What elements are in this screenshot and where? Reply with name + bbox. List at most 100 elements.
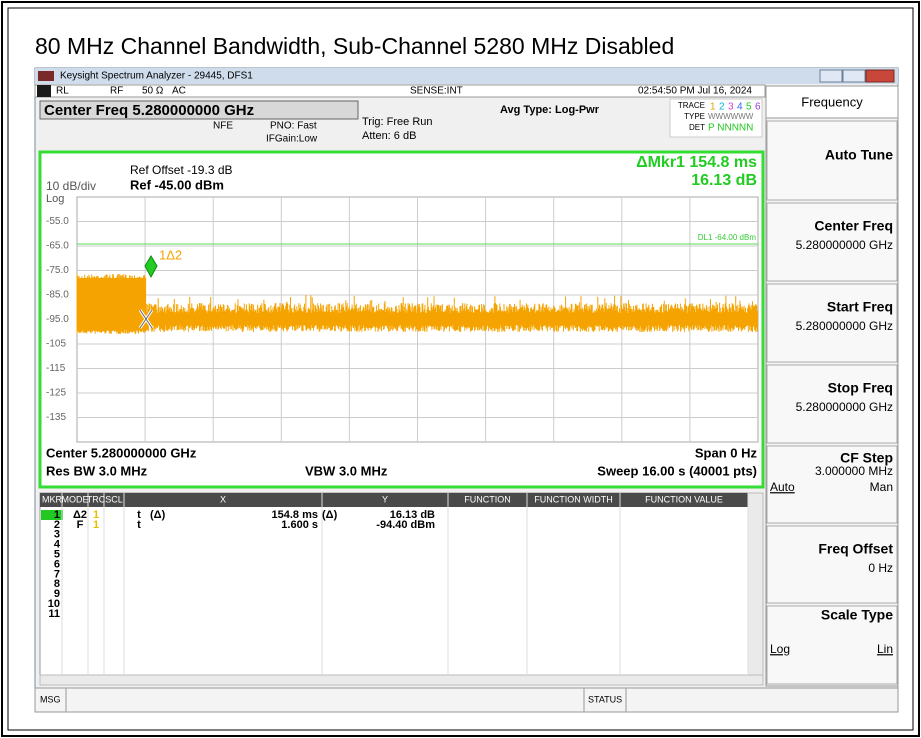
maximize-button[interactable]	[842, 69, 866, 83]
status-item: RL	[56, 86, 69, 97]
table-header-cell: Y	[382, 494, 388, 504]
softkey-value: 5.280000000 GHz	[796, 238, 893, 252]
title-bar	[35, 68, 898, 84]
delta-marker: ΔMkr1 154.8 ms	[636, 154, 757, 171]
row-mkr: 9	[54, 588, 60, 600]
ref-offset: Ref Offset -19.3 dB	[130, 163, 233, 177]
trace-number: 4	[737, 102, 743, 113]
center-freq: Center Freq 5.280000000 GHz	[44, 102, 254, 119]
softkey[interactable]	[766, 120, 898, 201]
trace-block	[77, 278, 146, 328]
minimize-button[interactable]	[819, 69, 843, 83]
sweep: Sweep 16.00 s (40001 pts)	[597, 463, 757, 478]
softkey-label: Scale Type	[821, 607, 893, 623]
type-label: TYPE	[684, 112, 705, 121]
row-mode: Δ2	[73, 509, 87, 521]
status-item: 50 Ω	[142, 86, 164, 97]
softkey-value: 0 Hz	[868, 561, 893, 575]
softkey[interactable]	[766, 364, 898, 444]
row-mkr: 2	[54, 519, 60, 531]
softkey-label: Center Freq	[814, 218, 893, 234]
table-header-cell: FUNCTION	[464, 494, 511, 504]
y-tick-label: -75.0	[46, 265, 69, 276]
softkey-label: Auto Tune	[825, 147, 893, 163]
y-tick-label: -105	[46, 339, 66, 350]
det-value: P NNNNN	[708, 123, 753, 134]
softkey[interactable]	[766, 283, 898, 363]
row-scl: t	[137, 509, 141, 521]
row-x: 154.8 ms	[272, 509, 318, 521]
softkey-option: Man	[870, 480, 893, 494]
horizontal-scrollbar[interactable]	[39, 674, 764, 686]
scale: 10 dB/div	[46, 179, 96, 193]
softkey-label: Start Freq	[827, 299, 893, 315]
ifgain: IFGain:Low	[266, 134, 318, 145]
softkey[interactable]	[766, 525, 898, 604]
row-mkr: 10	[48, 598, 60, 610]
y-tick-label: -135	[46, 412, 66, 423]
row-mkr: 8	[54, 578, 60, 590]
menu-header	[765, 85, 899, 119]
center: Center 5.280000000 GHz	[46, 445, 197, 460]
table-scrollbar[interactable]	[747, 492, 764, 676]
row-highlight	[41, 510, 63, 520]
trace-number: 5	[746, 102, 752, 113]
lxi-icon	[37, 85, 51, 97]
softkey[interactable]	[766, 445, 898, 524]
nfe: NFE	[213, 121, 233, 132]
softkey-value: 5.280000000 GHz	[796, 400, 893, 414]
status-item: RF	[110, 86, 123, 97]
row-trc: 1	[93, 519, 99, 531]
avg-type: Avg Type: Log-Pwr	[500, 104, 600, 116]
status-item: 02:54:50 PM Jul 16, 2024	[638, 86, 752, 97]
trace-number: 1	[710, 102, 716, 113]
marker-table	[39, 492, 764, 676]
softkey-label: Freq Offset	[818, 541, 893, 557]
row-y: -94.40 dBm	[376, 519, 435, 531]
msg-label: MSG	[40, 694, 61, 704]
ref-level: Ref -45.00 dBm	[130, 177, 224, 192]
status-label: STATUS	[588, 694, 622, 704]
row-y-func: (Δ)	[322, 509, 338, 521]
row-mkr: 3	[54, 529, 60, 541]
pno: PNO: Fast	[270, 121, 317, 132]
marker-label: 1Δ2	[159, 247, 182, 262]
softkey-value: 3.000000 MHz	[815, 464, 893, 478]
span: Span 0 Hz	[695, 445, 758, 460]
softkey-option: Lin	[877, 642, 893, 656]
row-x-func: (Δ)	[150, 509, 166, 521]
res-bw: Res BW 3.0 MHz	[46, 463, 148, 478]
status-item: SENSE:INT	[410, 86, 463, 97]
app-icon	[38, 71, 54, 81]
trace-box	[669, 98, 763, 138]
row-mkr: 5	[54, 549, 60, 561]
y-tick-label: -125	[46, 388, 66, 399]
table-header-cell: MKR	[42, 494, 63, 504]
row-x: 1.600 s	[281, 519, 318, 531]
softkey-label: Stop Freq	[828, 380, 893, 396]
display-line-label: DL1 -64.00 dBm	[698, 233, 757, 242]
menu-title: Frequency	[801, 94, 863, 109]
marker-2	[139, 309, 153, 329]
vbw: VBW 3.0 MHz	[305, 463, 388, 478]
softkey-label: CF Step	[840, 450, 893, 466]
softkey[interactable]	[766, 605, 898, 685]
close-button[interactable]	[865, 69, 895, 83]
table-header-cell: FUNCTION VALUE	[645, 494, 723, 504]
row-y: 16.13 dB	[390, 509, 435, 521]
page-title: 80 MHz Channel Bandwidth, Sub-Channel 52…	[35, 33, 674, 59]
table-header-cell: FUNCTION WIDTH	[534, 494, 613, 504]
y-tick-label: -55.0	[46, 216, 69, 227]
row-trc: 1	[93, 509, 99, 521]
row-mkr: 11	[48, 608, 60, 620]
type-value: WWWWWW	[708, 112, 754, 121]
status-row	[34, 84, 766, 98]
delta-value: 16.13 dB	[691, 172, 757, 189]
status-bar	[34, 687, 899, 713]
scale-type: Log	[46, 193, 64, 205]
softkey[interactable]	[766, 202, 898, 282]
row-mkr: 7	[54, 568, 60, 580]
y-tick-label: -95.0	[46, 314, 69, 325]
trace-label: TRACE	[678, 101, 705, 110]
